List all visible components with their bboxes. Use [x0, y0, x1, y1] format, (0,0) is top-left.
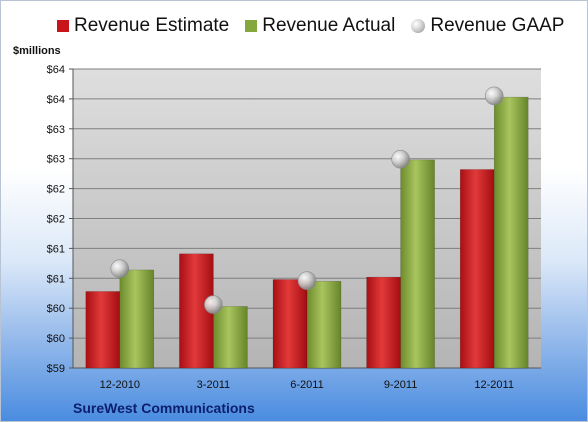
- legend-label-actual: Revenue Actual: [262, 15, 396, 36]
- y-tick-label: $61: [47, 273, 65, 285]
- y-tick-label: $64: [47, 94, 65, 106]
- bar-actual: [213, 306, 248, 369]
- bar-estimate: [85, 291, 121, 369]
- y-tick-label: $61: [47, 243, 65, 255]
- legend-item-estimate: Revenue Estimate: [57, 15, 229, 37]
- y-tick-label: $62: [47, 214, 65, 226]
- bar-estimate: [366, 276, 401, 369]
- bar-actual: [400, 159, 435, 369]
- bar-estimate: [272, 279, 308, 369]
- y-tick-label: $60: [47, 303, 65, 315]
- bar-actual: [493, 96, 529, 369]
- point-gaap: [484, 86, 504, 106]
- legend-label-gaap: Revenue GAAP: [430, 15, 565, 36]
- bar-actual: [306, 281, 342, 369]
- x-tick-label: 9-2011: [384, 379, 417, 391]
- x-tick-label: 12-2010: [100, 379, 140, 391]
- bar-estimate: [459, 169, 495, 369]
- legend: Revenue Estimate Revenue Actual Revenue …: [57, 15, 580, 37]
- point-gaap: [204, 295, 223, 314]
- y-tick-label: $62: [47, 184, 65, 196]
- legend-swatch-estimate: [57, 20, 69, 32]
- y-tick-label: $64: [47, 64, 65, 76]
- x-tick-label: 3-2011: [197, 379, 230, 391]
- point-gaap: [110, 259, 130, 279]
- point-gaap: [391, 149, 410, 169]
- legend-swatch-actual: [245, 20, 258, 32]
- point-gaap: [297, 271, 317, 290]
- x-tick-label: 6-2011: [290, 379, 323, 391]
- y-tick-label: $63: [47, 124, 65, 136]
- legend-item-actual: Revenue Actual: [245, 15, 395, 37]
- y-tick-label: $63: [47, 154, 65, 166]
- y-tick-label: $59: [47, 363, 65, 375]
- legend-label-estimate: Revenue Estimate: [74, 15, 230, 36]
- y-unit-label: $millions: [13, 45, 61, 57]
- legend-swatch-gaap: [411, 19, 426, 33]
- x-tick-label: 12-2011: [474, 379, 514, 391]
- legend-item-gaap: Revenue GAAP: [411, 15, 564, 37]
- company-name: SureWest Communications: [73, 400, 255, 416]
- y-tick-label: $60: [47, 333, 65, 345]
- bar-actual: [119, 269, 155, 369]
